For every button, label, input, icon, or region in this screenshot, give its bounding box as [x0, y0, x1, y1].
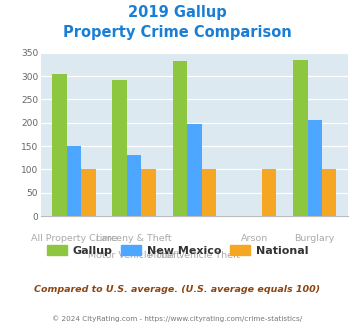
Bar — [67, 146, 81, 216]
Text: Arson: Arson — [241, 234, 268, 243]
Bar — [52, 74, 67, 216]
Bar — [262, 170, 276, 216]
Bar — [322, 170, 337, 216]
Legend: Gallup, New Mexico, National: Gallup, New Mexico, National — [42, 240, 313, 260]
Bar — [293, 60, 307, 216]
Text: © 2024 CityRating.com - https://www.cityrating.com/crime-statistics/: © 2024 CityRating.com - https://www.city… — [53, 315, 302, 322]
Bar — [173, 61, 187, 216]
Bar — [307, 119, 322, 216]
Text: Property Crime Comparison: Property Crime Comparison — [63, 25, 292, 40]
Bar — [113, 80, 127, 216]
Text: All Property Crime: All Property Crime — [31, 234, 117, 243]
Text: Burglary: Burglary — [295, 234, 335, 243]
Bar — [202, 170, 216, 216]
Text: 2019 Gallup: 2019 Gallup — [128, 5, 227, 20]
Text: Larceny & Theft: Larceny & Theft — [96, 234, 172, 243]
Bar — [187, 124, 202, 216]
Text: Motor Vehicle Theft: Motor Vehicle Theft — [148, 251, 240, 260]
Bar — [127, 155, 141, 216]
Text: Compared to U.S. average. (U.S. average equals 100): Compared to U.S. average. (U.S. average … — [34, 285, 321, 294]
Text: Motor Vehicle Theft: Motor Vehicle Theft — [88, 251, 180, 260]
Bar — [81, 170, 95, 216]
Bar — [141, 170, 156, 216]
